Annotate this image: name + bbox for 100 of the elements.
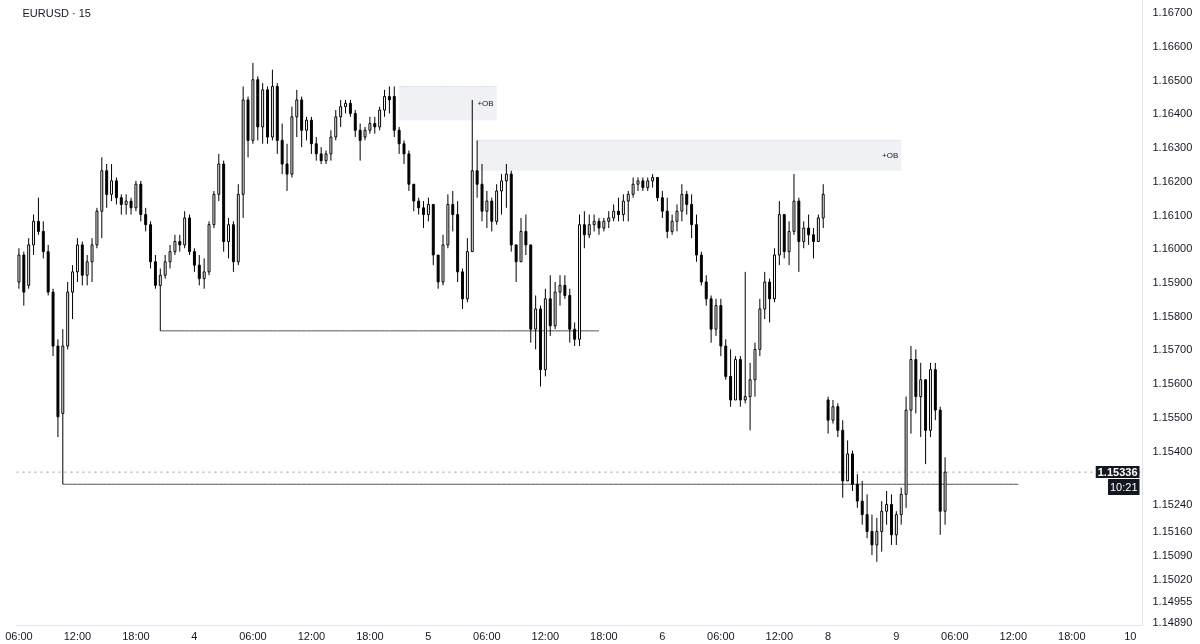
candlestick	[475, 139, 479, 199]
candlestick	[899, 487, 903, 526]
candlestick	[412, 183, 416, 212]
y-tick-label: 1.15800	[1152, 309, 1193, 322]
candlestick	[504, 163, 508, 209]
candlestick	[729, 348, 733, 408]
candlestick	[197, 254, 201, 286]
candlestick	[855, 473, 859, 509]
x-tick-label: 06:00	[707, 629, 735, 642]
candlestick	[314, 136, 318, 162]
y-tick-label: 1.15600	[1152, 377, 1193, 390]
candlestick	[621, 193, 625, 222]
x-tick-label: 12:00	[297, 629, 326, 642]
candlestick	[670, 214, 674, 236]
candlestick	[812, 227, 815, 259]
x-tick-label: 06:00	[473, 629, 501, 642]
x-tick-label: 18:00	[356, 629, 384, 642]
candlestick	[309, 116, 313, 155]
y-tick-label: 1.15700	[1152, 343, 1193, 356]
candlestick	[378, 106, 382, 131]
candlestick	[192, 247, 196, 273]
x-tick-label: 8	[825, 629, 832, 642]
candlestick	[397, 126, 401, 155]
x-tick-label: 9	[893, 629, 900, 642]
candlestick	[880, 500, 884, 553]
x-tick-label: 10	[1124, 629, 1137, 642]
y-tick-label: 1.15900	[1152, 275, 1193, 288]
candlestick	[339, 99, 343, 128]
x-tick-label: 18:00	[590, 629, 618, 642]
y-tick-label: 1.16100	[1152, 208, 1193, 221]
candlestick	[353, 109, 357, 138]
x-tick-label: 06:00	[941, 629, 969, 642]
candlestick	[685, 190, 689, 216]
candlestick	[656, 176, 659, 202]
y-tick-label: 1.16300	[1152, 141, 1193, 154]
candlestick	[387, 85, 391, 114]
candlestick	[573, 321, 577, 347]
candlestick	[383, 89, 386, 118]
candlestick	[36, 197, 40, 236]
candlestick	[119, 193, 123, 216]
y-tick-label: 1.15400	[1152, 444, 1193, 457]
candlestick	[422, 200, 425, 229]
candlestick	[305, 116, 309, 141]
candlestick	[582, 210, 586, 249]
candlestick	[860, 480, 864, 526]
x-tick-label: 06:00	[5, 629, 33, 642]
candlestick	[32, 214, 36, 256]
candlestick	[748, 362, 752, 431]
candlestick	[821, 183, 825, 229]
candlestick	[295, 89, 299, 138]
candlestick	[144, 207, 148, 232]
candlestick	[626, 190, 630, 222]
text: EURUSD · 15	[22, 6, 91, 19]
candlestick	[885, 490, 889, 526]
candlestick	[675, 203, 679, 232]
y-tick-label: 1.15020	[1152, 572, 1193, 585]
candlestick	[202, 257, 206, 290]
x-tick-label: 12:00	[765, 629, 794, 642]
candlestick	[329, 129, 333, 162]
annotation: +OB	[477, 98, 494, 108]
y-tick-label: 1.15090	[1152, 549, 1193, 562]
y-tick-label: 1.15240	[1152, 498, 1193, 511]
y-tick-label: 1.14890	[1152, 616, 1193, 629]
candlestick	[227, 217, 231, 259]
candlestick	[402, 139, 406, 165]
candlestick	[704, 274, 708, 307]
x-tick-label: 12:00	[999, 629, 1028, 642]
candlestick	[631, 176, 635, 199]
candlestick	[334, 109, 338, 141]
y-tick-label: 1.16200	[1152, 174, 1193, 187]
candlestick	[426, 197, 430, 222]
y-tick-label: 1.16000	[1152, 242, 1193, 255]
x-tick-label: 18:00	[122, 629, 150, 642]
candlestick	[500, 173, 503, 216]
y-tick-label: 1.14955	[1152, 594, 1193, 607]
y-tick-label: 1.16700	[1152, 6, 1193, 19]
annotation: 10:21	[1109, 481, 1138, 494]
candlestick	[90, 237, 94, 283]
candlestick	[660, 190, 664, 219]
candlestick	[636, 176, 640, 192]
y-tick-label: 1.15500	[1152, 410, 1193, 423]
candlestick	[534, 294, 538, 350]
candlestick	[802, 220, 806, 249]
x-tick-label: 12:00	[63, 629, 92, 642]
y-tick-label: 1.16400	[1152, 107, 1193, 120]
x-tick-label: 06:00	[239, 629, 267, 642]
y-tick-label: 1.15160	[1152, 525, 1193, 538]
y-tick-label: 1.16600	[1152, 40, 1193, 53]
candlestick	[807, 214, 811, 246]
candlestick	[110, 163, 114, 202]
candlestick	[280, 123, 284, 175]
x-tick-label: 6	[659, 629, 666, 642]
x-tick-label: 18:00	[1058, 629, 1086, 642]
x-tick-label: 4	[191, 629, 198, 642]
candlestick	[680, 183, 684, 222]
ref-line-label: 1.15336	[1097, 466, 1138, 479]
candlestick	[71, 264, 75, 320]
candlestick	[617, 197, 620, 222]
y-tick-label: 1.16500	[1152, 73, 1193, 86]
candlestick	[153, 254, 157, 290]
